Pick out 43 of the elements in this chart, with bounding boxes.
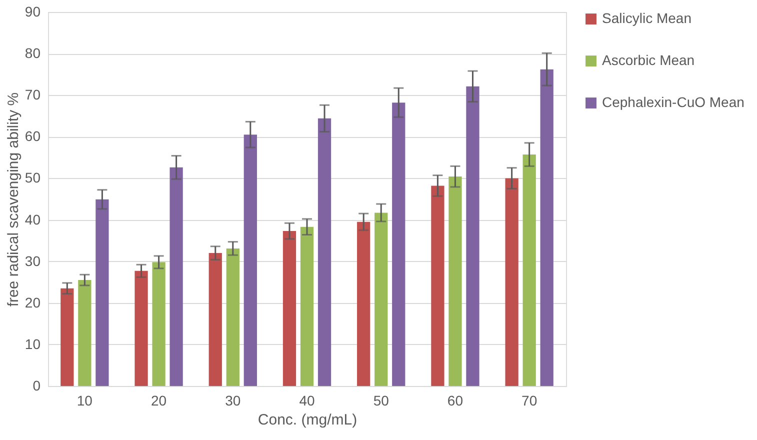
bar (448, 176, 462, 386)
bar (522, 154, 536, 386)
bar (505, 178, 518, 386)
y-tick-label: 70 (24, 86, 41, 103)
y-tick-label: 20 (24, 294, 41, 310)
bar (357, 222, 370, 386)
bar (431, 186, 444, 386)
bar (392, 102, 406, 386)
bar (300, 226, 314, 386)
bar (318, 118, 332, 386)
y-tick-label: 30 (24, 252, 41, 269)
bar (170, 167, 183, 386)
x-tick-label: 30 (225, 392, 241, 408)
bar (78, 280, 92, 386)
x-tick-label: 50 (373, 392, 390, 408)
y-tick-label: 80 (24, 45, 41, 62)
bar (226, 248, 240, 386)
bar (540, 69, 554, 386)
x-tick-label: 20 (151, 392, 167, 408)
x-axis-title: Conc. (mg/mL) (258, 412, 358, 428)
y-tick-label: 0 (32, 378, 41, 394)
legend-label: Cephalexin-CuO Mean (602, 94, 744, 110)
y-tick-label: 10 (24, 336, 41, 352)
bar (466, 86, 480, 386)
y-tick-label: 50 (24, 170, 41, 186)
x-tick-label: 70 (522, 392, 538, 408)
y-tick-label: 60 (24, 128, 41, 144)
legend-label: Salicylic Mean (602, 10, 692, 26)
bar (374, 212, 388, 386)
x-tick-label: 40 (299, 392, 315, 408)
x-tick-label: 10 (76, 392, 93, 408)
bar (134, 270, 148, 386)
bar (152, 262, 166, 386)
y-axis-title: free radical scavenging ability % (4, 92, 22, 307)
y-tick-label: 40 (24, 211, 41, 228)
bar (244, 134, 257, 386)
x-tick-label: 60 (447, 392, 464, 408)
legend-label: Ascorbic Mean (602, 52, 695, 68)
y-tick-label: 90 (24, 4, 41, 20)
bar (208, 253, 222, 386)
bar (282, 231, 296, 386)
bar (60, 288, 74, 386)
bar (96, 199, 109, 386)
